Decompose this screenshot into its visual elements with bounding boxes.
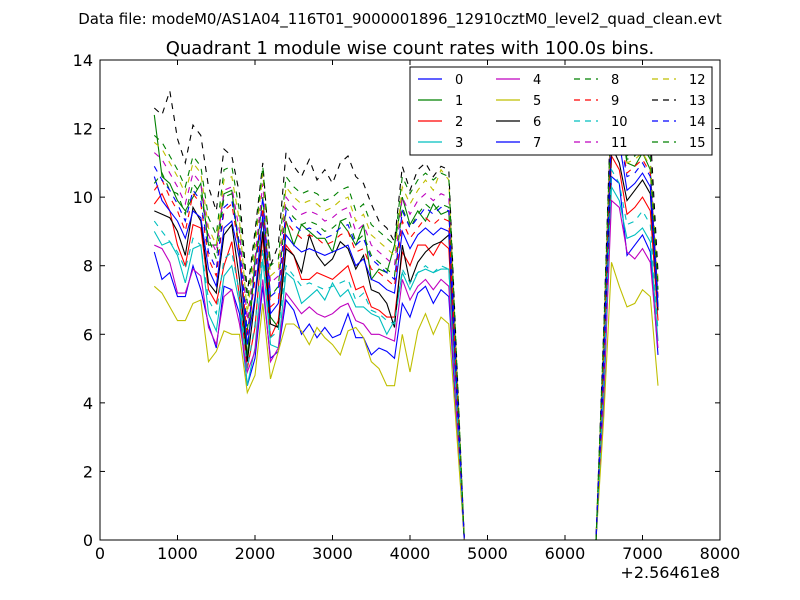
y-tick-label: 4 — [83, 394, 93, 413]
legend-label-12: 12 — [689, 73, 706, 88]
chart-title: Quadrant 1 module wise count rates with … — [166, 38, 655, 59]
series-line-4 — [154, 199, 659, 540]
series-line-7 — [153, 126, 659, 540]
legend-label-2: 2 — [455, 115, 463, 130]
legend-label-7: 7 — [533, 136, 541, 151]
x-tick-label: 5000 — [467, 544, 508, 563]
x-axis: 0 1000 2000 3000 4000 5000 6000 7000 8000 — [95, 60, 740, 563]
series-line-14 — [153, 119, 659, 540]
y-tick-label: 8 — [83, 257, 93, 276]
series-line-5 — [153, 262, 659, 540]
series-layer — [153, 86, 659, 540]
legend-label-0: 0 — [455, 73, 463, 88]
legend-label-4: 4 — [533, 73, 541, 88]
legend-label-9: 9 — [611, 94, 619, 109]
figure-suptitle: Data file: modeM0/AS1A04_116T01_90000018… — [78, 10, 722, 29]
y-tick-label: 12 — [73, 120, 93, 139]
legend-label-14: 14 — [689, 115, 706, 130]
legend-label-15: 15 — [689, 136, 706, 151]
legend-label-3: 3 — [455, 136, 463, 151]
legend-label-6: 6 — [533, 115, 541, 130]
x-tick-label: 4000 — [390, 544, 431, 563]
x-tick-label: 1000 — [157, 544, 198, 563]
y-tick-label: 0 — [83, 531, 93, 550]
series-line-15 — [153, 95, 659, 540]
legend-label-5: 5 — [533, 94, 541, 109]
y-tick-label: 10 — [73, 188, 93, 207]
series-line-12 — [153, 106, 659, 540]
x-tick-label: 2000 — [235, 544, 276, 563]
legend-label-1: 1 — [455, 94, 463, 109]
x-tick-label: 3000 — [312, 544, 353, 563]
legend-box — [409, 66, 713, 156]
legend-label-8: 8 — [611, 73, 619, 88]
x-offset-label: +2.56461e8 — [620, 563, 720, 582]
series-line-13 — [153, 86, 659, 540]
series-line-9 — [153, 111, 659, 540]
y-tick-label: 14 — [73, 51, 93, 70]
y-tick-label: 6 — [83, 325, 93, 344]
y-tick-label: 2 — [83, 462, 93, 481]
series-line-1 — [153, 99, 659, 540]
series-line-8 — [153, 97, 659, 540]
x-tick-label: 0 — [95, 544, 105, 563]
legend-label-13: 13 — [689, 94, 706, 109]
series-line-2 — [153, 154, 659, 540]
x-tick-label: 7000 — [622, 544, 663, 563]
x-tick-label: 8000 — [700, 544, 741, 563]
legend-label-11: 11 — [611, 136, 628, 151]
series-line-11 — [153, 94, 659, 540]
series-line-6 — [154, 145, 659, 540]
x-tick-label: 6000 — [545, 544, 586, 563]
legend-label-10: 10 — [611, 115, 628, 130]
series-line-0 — [153, 175, 659, 540]
series-line-3 — [153, 184, 659, 540]
